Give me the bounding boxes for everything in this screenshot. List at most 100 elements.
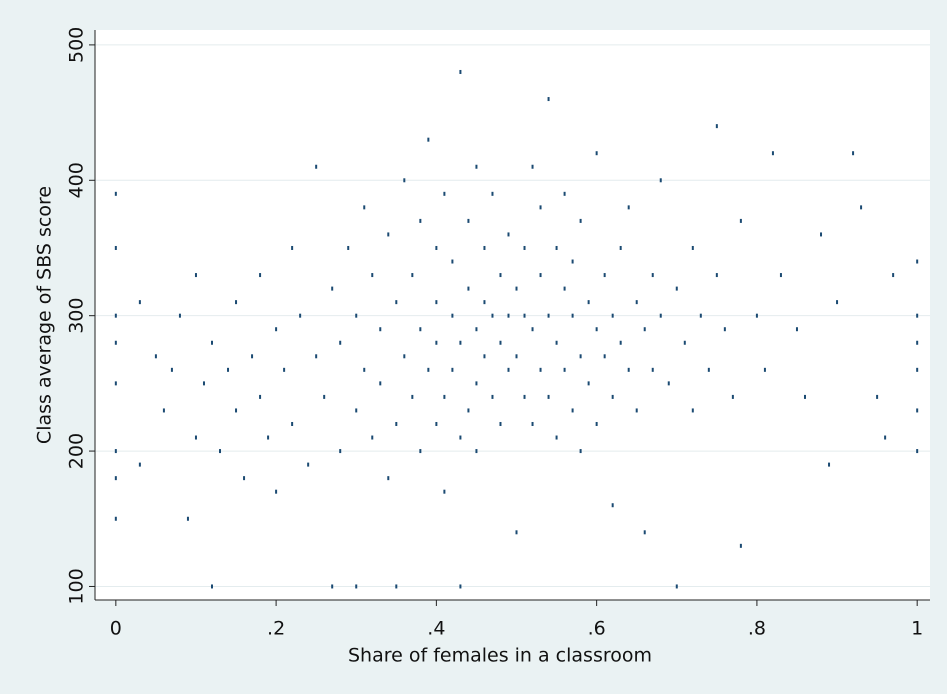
point — [435, 421, 438, 426]
point — [627, 367, 630, 372]
point — [475, 164, 478, 169]
point — [860, 205, 863, 210]
point — [379, 327, 382, 332]
point — [114, 340, 117, 345]
point — [563, 286, 566, 291]
point — [227, 367, 230, 372]
point — [715, 273, 718, 278]
point — [403, 354, 406, 359]
point — [475, 449, 478, 454]
point — [459, 69, 462, 74]
point — [235, 300, 238, 305]
point — [579, 449, 582, 454]
point — [595, 327, 598, 332]
point — [739, 543, 742, 548]
point — [611, 394, 614, 399]
x-tick-label: .8 — [748, 618, 766, 640]
point — [515, 354, 518, 359]
point — [194, 435, 197, 440]
point — [114, 516, 117, 521]
point — [651, 367, 654, 372]
point — [138, 462, 141, 467]
point — [275, 327, 278, 332]
point — [291, 421, 294, 426]
point — [315, 164, 318, 169]
point — [219, 449, 222, 454]
point — [691, 245, 694, 250]
point — [475, 327, 478, 332]
point — [539, 205, 542, 210]
y-tick-label: 500 — [66, 27, 88, 63]
point — [435, 245, 438, 250]
point — [459, 340, 462, 345]
point — [683, 340, 686, 345]
point — [635, 300, 638, 305]
point — [916, 259, 919, 264]
point — [483, 300, 486, 305]
point — [916, 408, 919, 413]
point — [499, 340, 502, 345]
point — [571, 313, 574, 318]
point — [507, 313, 510, 318]
point — [307, 462, 310, 467]
point — [138, 300, 141, 305]
point — [459, 584, 462, 589]
point — [331, 584, 334, 589]
point — [323, 394, 326, 399]
point — [483, 354, 486, 359]
point — [162, 408, 165, 413]
point — [395, 300, 398, 305]
point — [387, 476, 390, 481]
point — [419, 327, 422, 332]
point — [483, 245, 486, 250]
point — [114, 191, 117, 196]
point — [523, 394, 526, 399]
point — [763, 367, 766, 372]
point — [355, 313, 358, 318]
point — [186, 516, 189, 521]
point — [731, 394, 734, 399]
point — [210, 584, 213, 589]
point — [595, 151, 598, 156]
point — [235, 408, 238, 413]
point — [499, 421, 502, 426]
point — [178, 313, 181, 318]
point — [820, 232, 823, 237]
point — [411, 394, 414, 399]
point — [876, 394, 879, 399]
point — [267, 435, 270, 440]
y-tick-label: 300 — [66, 298, 88, 334]
point — [259, 394, 262, 399]
point — [443, 394, 446, 399]
point — [443, 489, 446, 494]
point — [291, 245, 294, 250]
point — [419, 218, 422, 223]
y-tick-label: 100 — [66, 568, 88, 604]
point — [916, 449, 919, 454]
point — [587, 300, 590, 305]
point — [579, 354, 582, 359]
point — [467, 286, 470, 291]
point — [491, 313, 494, 318]
point — [643, 530, 646, 535]
point — [283, 367, 286, 372]
point — [395, 421, 398, 426]
point — [371, 273, 374, 278]
point — [315, 354, 318, 359]
point — [779, 273, 782, 278]
y-tick-label: 200 — [66, 433, 88, 469]
point — [114, 476, 117, 481]
point — [659, 178, 662, 183]
point — [451, 313, 454, 318]
point — [571, 259, 574, 264]
point — [916, 313, 919, 318]
point — [916, 340, 919, 345]
point — [828, 462, 831, 467]
point — [371, 435, 374, 440]
point — [435, 340, 438, 345]
point — [491, 191, 494, 196]
point — [659, 313, 662, 318]
point — [114, 313, 117, 318]
